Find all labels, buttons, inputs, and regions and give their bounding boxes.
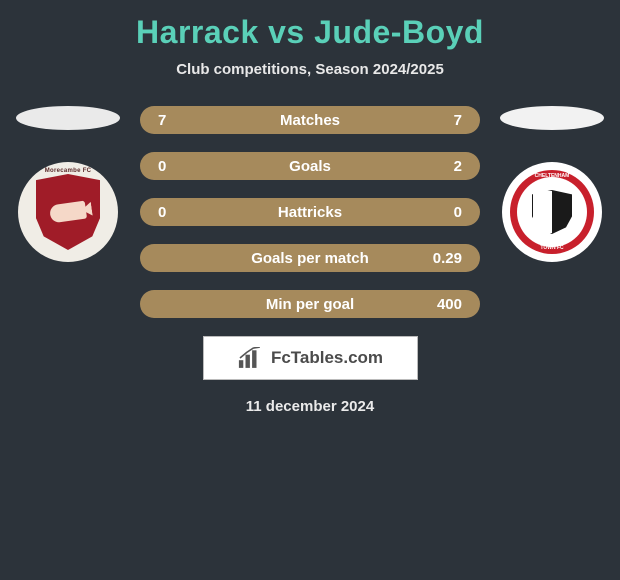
main-area: Morecambe FC 7 Matches 7 0 Goals 2 0 Hat… (0, 106, 620, 318)
stat-row-gpm: Goals per match 0.29 (140, 244, 480, 272)
stat-right-value: 2 (428, 158, 462, 175)
stat-row-mpg: Min per goal 400 (140, 290, 480, 318)
chelt-shield-icon (532, 190, 572, 234)
cheltenham-ring-icon: CHELTENHAM TOWN FC (510, 170, 594, 254)
stat-label: Goals per match (192, 250, 428, 267)
watermark-text: FcTables.com (271, 348, 383, 368)
stat-label: Min per goal (192, 296, 428, 313)
stat-left-value: 0 (158, 158, 192, 175)
right-side: CHELTENHAM TOWN FC (492, 106, 612, 262)
watermark: FcTables.com (203, 336, 418, 380)
morecambe-label: Morecambe FC (18, 168, 118, 174)
left-player-pill (16, 106, 120, 130)
right-player-pill (500, 106, 604, 130)
stat-label: Goals (192, 158, 428, 175)
chelt-label-top: CHELTENHAM (510, 173, 594, 179)
left-club-crest: Morecambe FC (18, 162, 118, 262)
date-label: 11 december 2024 (0, 398, 620, 415)
stat-right-value: 7 (428, 112, 462, 129)
stat-label: Hattricks (192, 204, 428, 221)
stat-row-hattricks: 0 Hattricks 0 (140, 198, 480, 226)
stat-row-matches: 7 Matches 7 (140, 106, 480, 134)
chelt-inner (517, 177, 587, 247)
bar-chart-icon (237, 347, 265, 369)
shrimp-icon (49, 201, 87, 224)
stats-column: 7 Matches 7 0 Goals 2 0 Hattricks 0 Goal… (128, 106, 492, 318)
morecambe-shield-icon (36, 174, 100, 250)
stat-right-value: 400 (428, 296, 462, 313)
stat-left-value: 0 (158, 204, 192, 221)
stat-left-value: 7 (158, 112, 192, 129)
stat-label: Matches (192, 112, 428, 129)
stat-right-value: 0.29 (428, 250, 462, 267)
subtitle: Club competitions, Season 2024/2025 (0, 61, 620, 78)
stat-row-goals: 0 Goals 2 (140, 152, 480, 180)
right-club-crest: CHELTENHAM TOWN FC (502, 162, 602, 262)
page-title: Harrack vs Jude-Boyd (0, 14, 620, 51)
chelt-label-bot: TOWN FC (510, 245, 594, 251)
comparison-card: Harrack vs Jude-Boyd Club competitions, … (0, 0, 620, 423)
left-side: Morecambe FC (8, 106, 128, 262)
stat-right-value: 0 (428, 204, 462, 221)
